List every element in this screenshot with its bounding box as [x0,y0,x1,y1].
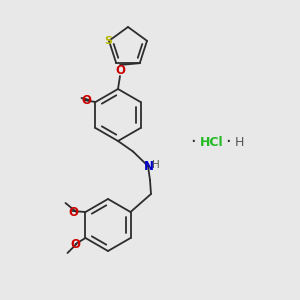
Text: O: O [115,64,125,76]
Text: N: N [144,160,154,172]
Text: ·: · [190,133,196,151]
Text: O: O [68,206,79,218]
Text: ·: · [225,133,231,151]
Text: HCl: HCl [200,136,224,148]
Text: O: O [70,238,80,250]
Text: O: O [82,94,92,106]
Text: S: S [104,36,112,46]
Text: H: H [152,160,160,170]
Text: H: H [235,136,244,148]
